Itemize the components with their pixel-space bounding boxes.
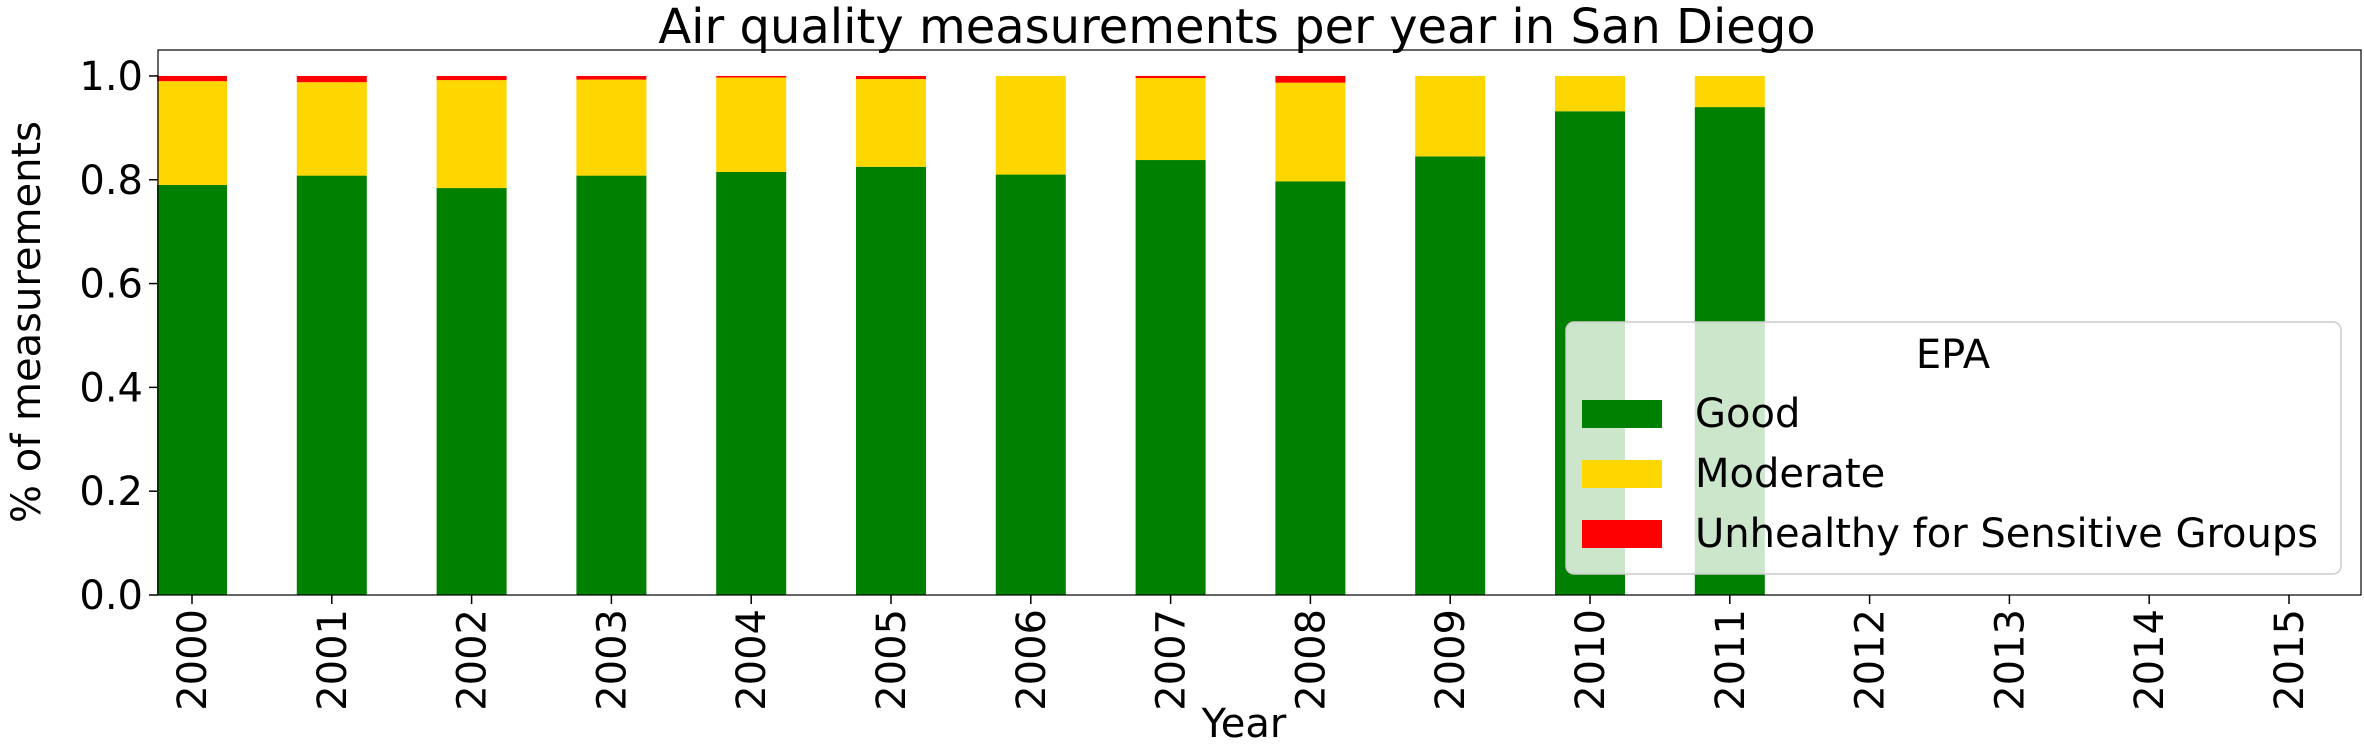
x-axis-label: Year <box>1201 701 1287 747</box>
chart-title: Air quality measurements per year in San… <box>658 0 1815 55</box>
y-tick-label: 0.0 <box>79 573 143 619</box>
bars-layer <box>157 75 1765 596</box>
bar-moderate-2010 <box>1555 75 1625 112</box>
bar-unhealthy-for-sensitive-groups-2003 <box>576 75 647 80</box>
y-axis-label: % of measurements <box>4 121 50 523</box>
x-tick-label: 2002 <box>450 609 496 711</box>
bar-moderate-2000 <box>157 81 227 185</box>
legend-label: Unhealthy for Sensitive Groups <box>1695 511 2318 557</box>
bar-good-2001 <box>296 175 367 596</box>
x-tick-label: 2006 <box>1009 609 1055 711</box>
y-tick-label: 0.2 <box>79 469 143 515</box>
bar-good-2005 <box>856 166 926 596</box>
x-tick-label: 2013 <box>1987 609 2033 711</box>
legend: EPA Good Moderate Unhealthy for Sensitive … <box>1565 321 2342 575</box>
legend-box <box>1565 321 2342 575</box>
x-tick-label: 2011 <box>1708 609 1754 711</box>
bar-moderate-2003 <box>576 79 647 176</box>
bar-unhealthy-for-sensitive-groups-2005 <box>856 75 926 80</box>
bar-good-2009 <box>1415 156 1486 595</box>
x-tick-label: 2000 <box>170 609 216 711</box>
bar-good-2002 <box>436 188 507 595</box>
bar-moderate-2002 <box>436 80 507 189</box>
y-tick-label: 0.6 <box>79 262 143 308</box>
bar-moderate-2001 <box>296 82 367 176</box>
x-tick-label: 2008 <box>1288 609 1334 711</box>
bar-unhealthy-for-sensitive-groups-2000 <box>157 75 227 82</box>
x-tick-label: 2009 <box>1428 609 1474 711</box>
bar-moderate-2007 <box>1135 78 1206 161</box>
bar-unhealthy-for-sensitive-groups-2002 <box>436 75 507 81</box>
legend-swatch <box>1582 400 1662 428</box>
bar-good-2006 <box>995 174 1066 595</box>
bar-moderate-2009 <box>1415 75 1486 157</box>
y-tick-label: 1.0 <box>79 54 143 100</box>
bar-moderate-2006 <box>995 75 1066 175</box>
y-tick-label: 0.4 <box>79 365 143 411</box>
bar-good-2003 <box>576 175 647 596</box>
x-tick-label: 2010 <box>1568 609 1614 711</box>
bar-unhealthy-for-sensitive-groups-2007 <box>1135 75 1206 79</box>
bar-moderate-2008 <box>1275 82 1346 182</box>
legend-swatch <box>1582 460 1662 488</box>
x-axis: 2000 2001 2002 2003 2004 2005 2006 2007 2008 2009… <box>170 595 2313 711</box>
x-tick-label: 2007 <box>1149 609 1195 711</box>
bar-unhealthy-for-sensitive-groups-2004 <box>716 75 787 78</box>
bar-unhealthy-for-sensitive-groups-2001 <box>296 75 367 83</box>
legend-label: Good <box>1695 391 1800 437</box>
bar-good-2007 <box>1135 160 1206 596</box>
bar-good-2008 <box>1275 181 1346 595</box>
x-tick-label: 2014 <box>2127 609 2173 711</box>
x-tick-label: 2003 <box>589 609 635 711</box>
bar-moderate-2011 <box>1694 75 1765 108</box>
y-tick-label: 0.8 <box>79 158 143 204</box>
x-tick-label: 2012 <box>1848 609 1894 711</box>
legend-items: Good Moderate Unhealthy for Sensitive Grou… <box>1582 391 2318 557</box>
legend-title: EPA <box>1916 332 1991 378</box>
bar-moderate-2004 <box>716 77 787 172</box>
bar-good-2000 <box>157 184 227 595</box>
plot-frame <box>157 49 2362 596</box>
x-tick-label: 2015 <box>2267 609 2313 711</box>
x-tick-label: 2005 <box>869 609 915 711</box>
bar-moderate-2005 <box>856 79 926 167</box>
legend-swatch <box>1582 520 1662 548</box>
bar-unhealthy-for-sensitive-groups-2008 <box>1275 75 1346 83</box>
bar-good-2004 <box>716 171 787 596</box>
y-axis: 0.0 0.2 0.4 0.6 0.8 1.0 <box>79 54 158 619</box>
x-tick-label: 2004 <box>729 609 775 711</box>
legend-label: Moderate <box>1695 451 1885 497</box>
x-tick-label: 2001 <box>310 609 356 711</box>
